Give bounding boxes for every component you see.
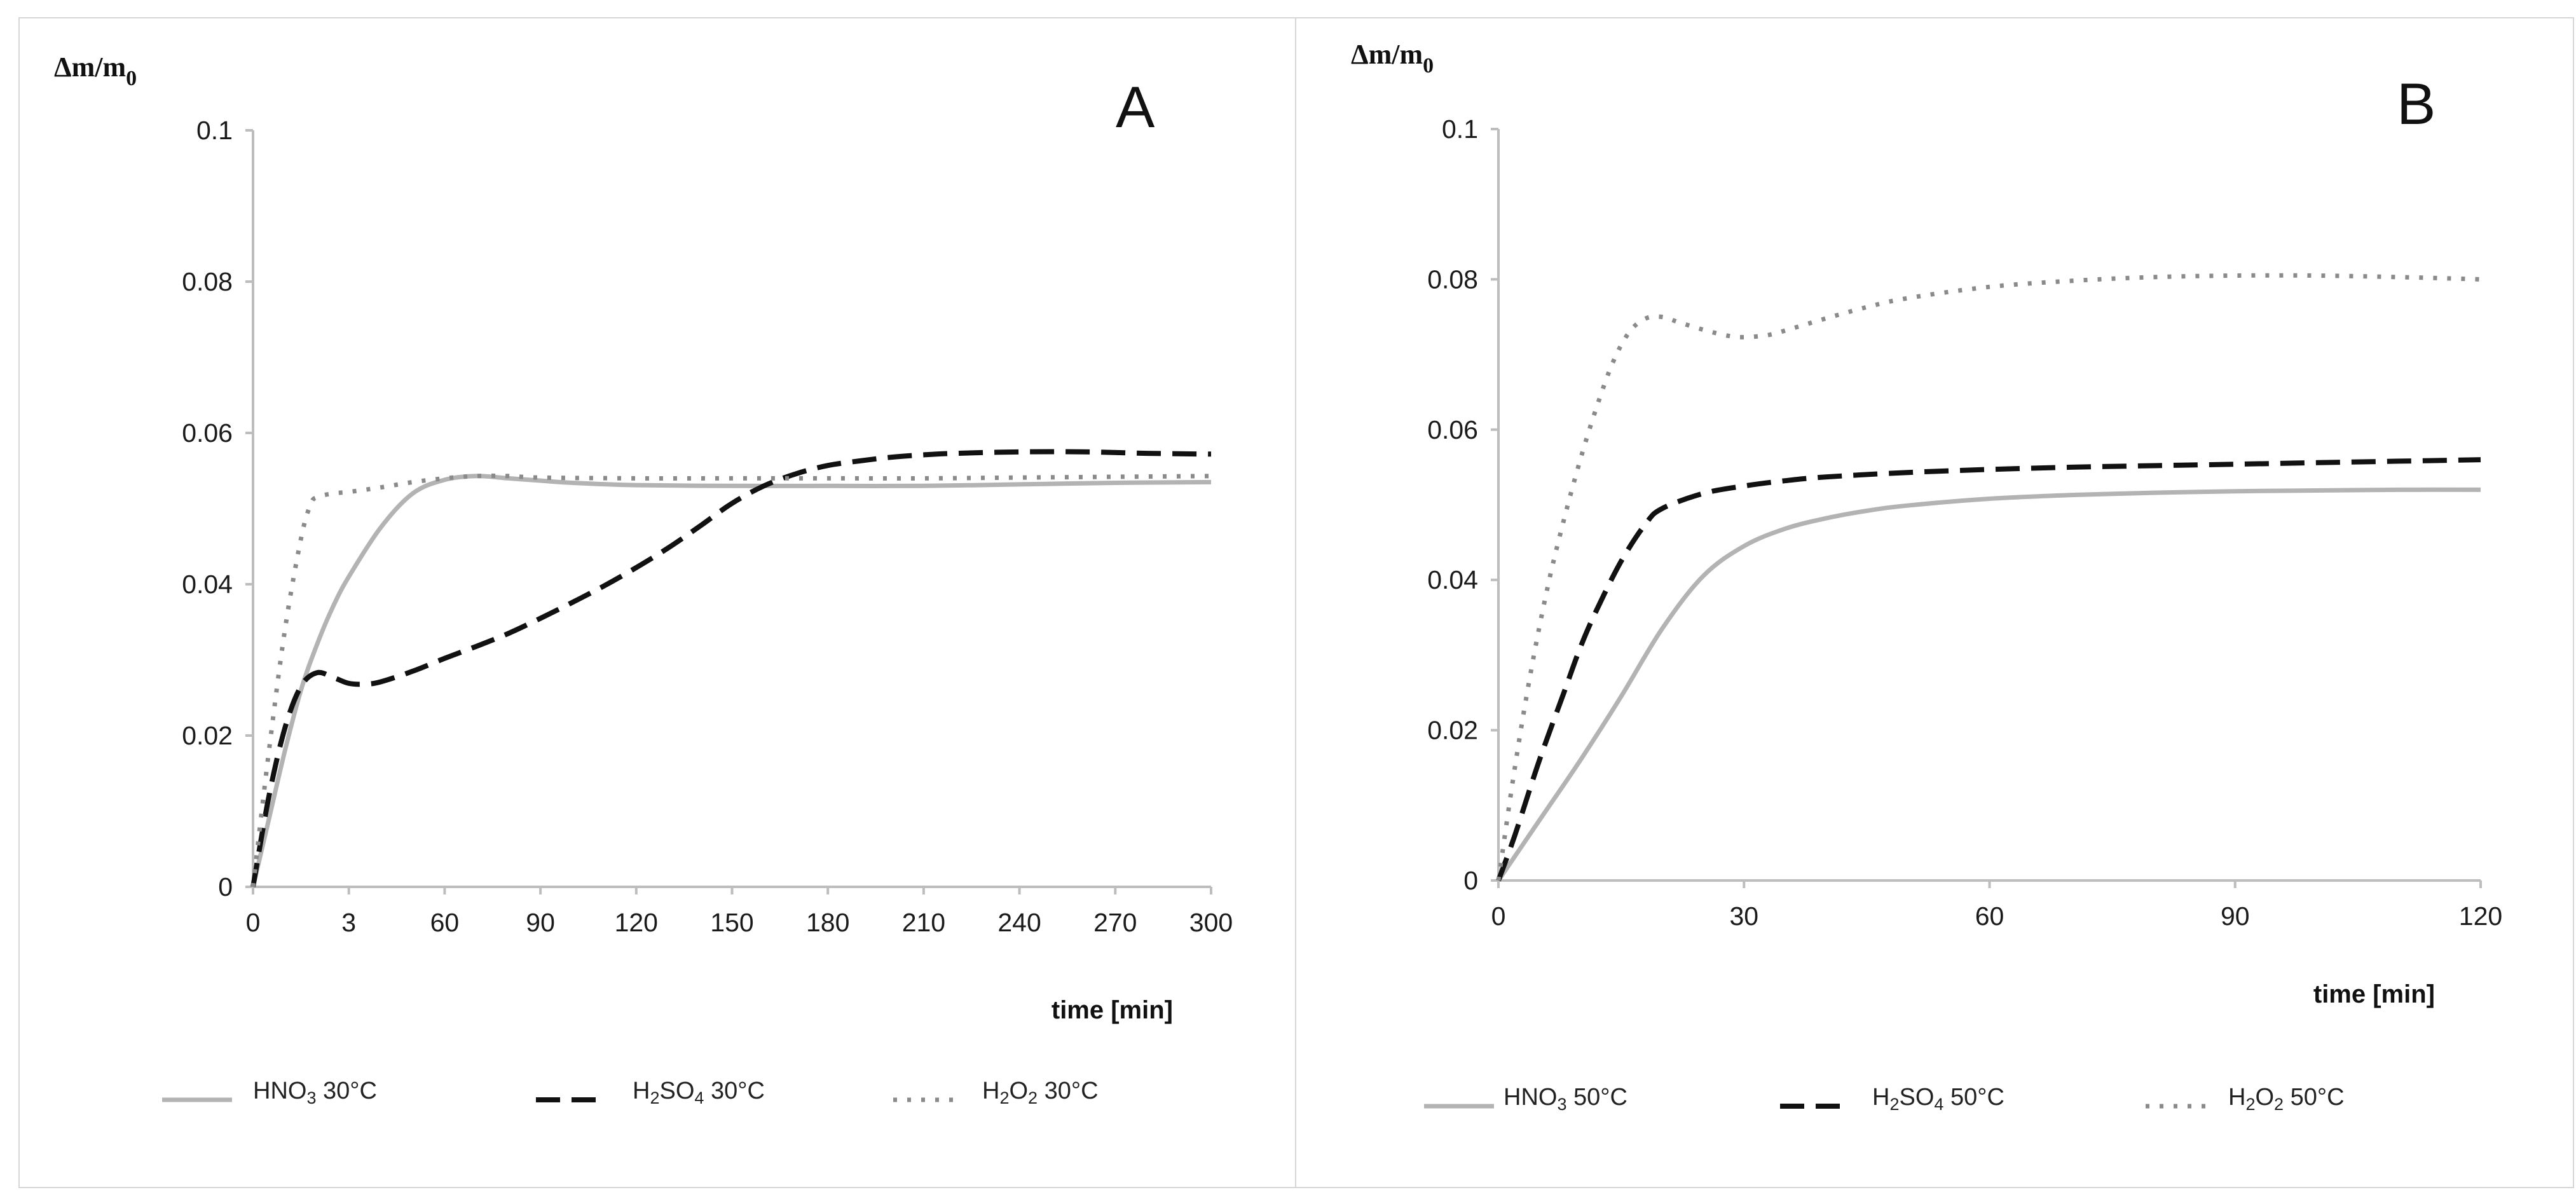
y-tick-label: 0.06 bbox=[182, 418, 233, 448]
legend-b: HNO3 50°C H2SO4 50°C H2O2 50°C bbox=[1424, 1084, 2345, 1114]
series-group-a bbox=[250, 449, 1212, 887]
y-tick-label: 0.1 bbox=[1442, 114, 1478, 144]
x-tick-label: 300 bbox=[1189, 908, 1233, 937]
x-tick-label: 270 bbox=[1093, 908, 1137, 937]
series-line bbox=[250, 473, 1212, 887]
y-tick-label: 0.1 bbox=[196, 116, 233, 145]
chart-panel-b: Δm/m0 B 0 0.02 0.04 0.06 0.08 0.1 0 30 60 90 120 t… bbox=[1295, 17, 2574, 1188]
y-tick-label: 0.08 bbox=[182, 267, 233, 296]
x-tick-label: 60 bbox=[1975, 901, 2004, 931]
y-axis-label: Δm/m0 bbox=[54, 51, 137, 90]
x-tick-label: 120 bbox=[615, 908, 658, 937]
x-tick-label: 30 bbox=[1729, 901, 1758, 931]
panel-label-a: A bbox=[1116, 75, 1155, 140]
x-tick-label: 90 bbox=[526, 908, 555, 937]
x-tick-label: 210 bbox=[902, 908, 945, 937]
x-tick-label: 120 bbox=[2459, 901, 2502, 931]
series-line bbox=[1497, 487, 2481, 882]
y-tick-label: 0.08 bbox=[1427, 264, 1478, 294]
x-tick-label: 60 bbox=[430, 908, 460, 937]
legend-label: H2SO4 30°C bbox=[633, 1078, 765, 1107]
axis-ticks-b: 0 0.02 0.04 0.06 0.08 0.1 0 30 60 90 120 bbox=[1427, 114, 2502, 931]
legend-label: HNO3 30°C bbox=[253, 1078, 377, 1107]
legend-label: H2SO4 50°C bbox=[1872, 1084, 2004, 1114]
y-tick-label: 0.04 bbox=[1427, 565, 1478, 594]
legend-a: HNO3 30°C H2SO4 30°C H2O2 30°C bbox=[162, 1078, 1099, 1107]
panel-b-border bbox=[1295, 17, 2574, 1188]
x-tick-label: 0 bbox=[246, 908, 261, 937]
series-line bbox=[250, 474, 1212, 887]
series-group-b bbox=[1496, 273, 2481, 882]
legend-label: H2O2 50°C bbox=[2228, 1084, 2345, 1114]
x-axis-label: time [min] bbox=[1052, 996, 1173, 1024]
x-axis-label: time [min] bbox=[2313, 980, 2435, 1008]
x-tick-label: 3 bbox=[341, 908, 356, 937]
axis-ticks-a: 0 0.02 0.04 0.06 0.08 0.1 0 3 60 90 120 150 180 210 24… bbox=[182, 116, 1233, 937]
y-tick-label: 0.06 bbox=[1427, 415, 1478, 444]
y-axis-label: Δm/m0 bbox=[1351, 39, 1434, 78]
x-tick-label: 150 bbox=[710, 908, 753, 937]
panel-label-b: B bbox=[2397, 72, 2436, 137]
y-tick-label: 0 bbox=[1463, 866, 1478, 895]
x-tick-label: 0 bbox=[1491, 901, 1506, 931]
x-tick-label: 90 bbox=[2221, 901, 2250, 931]
y-tick-label: 0.02 bbox=[1427, 716, 1478, 745]
chart-panel-a: Δm/m0 A 0 0.02 0.04 0.06 0.08 0.1 0 3 60 90 120 150… bbox=[18, 17, 1296, 1188]
series-line bbox=[1496, 273, 2481, 881]
y-tick-label: 0.02 bbox=[182, 721, 233, 750]
y-tick-label: 0.04 bbox=[182, 570, 233, 599]
series-line bbox=[250, 449, 1212, 887]
series-line bbox=[1496, 457, 2481, 882]
x-tick-label: 180 bbox=[806, 908, 849, 937]
y-tick-label: 0 bbox=[218, 872, 233, 901]
legend-label: HNO3 50°C bbox=[1504, 1084, 1627, 1114]
legend-label: H2O2 30°C bbox=[982, 1078, 1099, 1107]
x-tick-label: 240 bbox=[997, 908, 1041, 937]
